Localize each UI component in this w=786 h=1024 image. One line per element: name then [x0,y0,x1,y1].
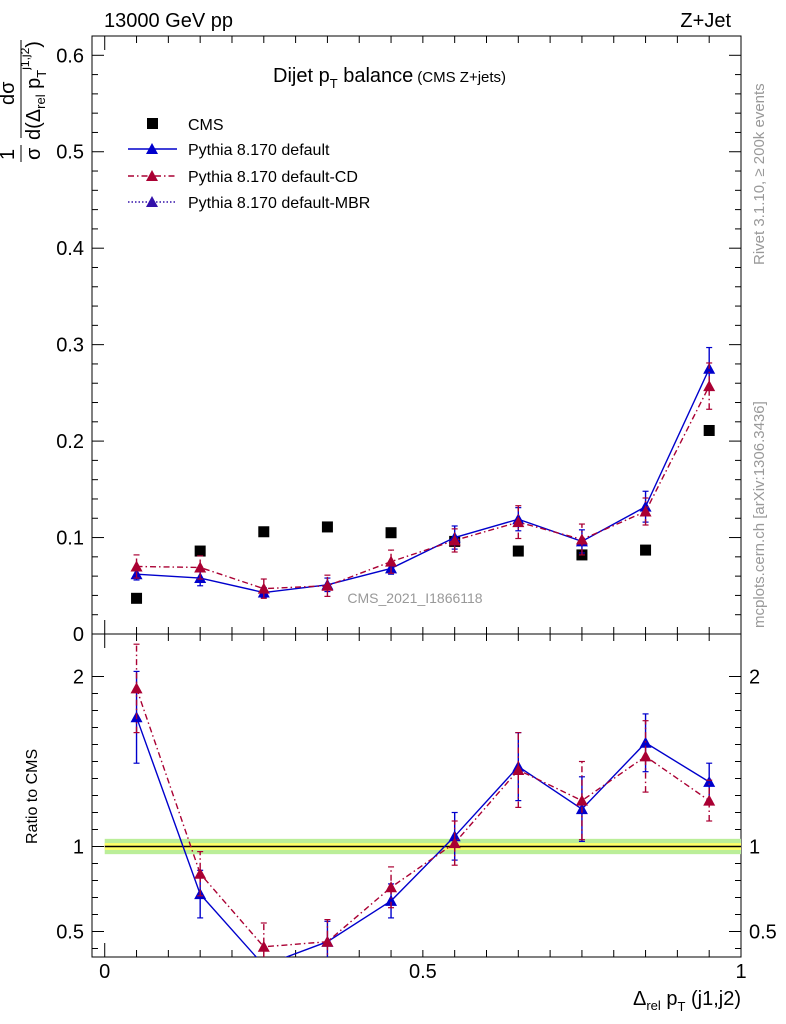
ylabel-dsigma: dσ [0,81,19,105]
data-point-2 [194,561,207,573]
ratio-point-1 [257,940,270,952]
x-axis: 0 0.5 1 [99,634,747,983]
data-point-2 [385,555,398,567]
data-point-cms [194,545,206,557]
plot-title-extra: (CMS Z+jets) [417,69,506,86]
rivet-version-label: Rivet 3.1.10, ≥ 200k events [751,83,768,265]
plot-title-sub: T [330,76,338,91]
ratio-panel-frame [91,633,742,958]
legend-label-cd: Pythia 8.170 default-CD [188,169,358,186]
ratio-point-0 [385,894,398,906]
data-point-cms [131,592,143,604]
analysis-watermark: CMS_2021_I1866118 [347,590,482,606]
legend-marker-cms [147,118,158,129]
main-y-tick-label: 0 [73,624,84,646]
main-y-axis-label: 1 σ dσ d(Δrel pTj1,j2) [0,40,49,162]
ratio-point-1 [703,794,716,806]
ratio-y-axis: 0.5 0.5 1 1 2 2 [56,667,777,949]
main-series-layer [130,346,716,604]
x-tick-label: 1 [735,961,746,983]
x-tick-label: 0 [99,961,110,983]
ratio-point-1 [385,881,398,893]
data-point-cms [703,424,715,436]
ratio-y-axis-label: Ratio to CMS [24,749,41,844]
ratio-series-clip [130,643,716,971]
header-left: 13000 GeV pp [104,10,233,32]
ratio-point-1 [130,682,143,694]
ratio-y-tick-label: 1 [73,837,84,859]
ratio-y-tick-label-right: 2 [749,667,760,689]
ratio-point-1 [512,764,525,775]
legend-label-default: Pythia 8.170 default [188,142,330,159]
data-point-cms [258,526,270,538]
ylabel-one: 1 [0,149,19,160]
data-point-2 [512,516,525,528]
main-y-tick-label: 0.6 [56,45,84,67]
header-right: Z+Jet [680,10,731,32]
main-y-tick-label: 0.4 [56,238,84,260]
legend-marker-mbr [146,196,158,207]
mcplots-label: mcplots.cern.ch [arXiv:1306.3436] [751,401,768,628]
ratio-point-1 [194,867,207,879]
ratio-y-tick-label: 0.5 [56,922,84,944]
data-point-2 [321,579,334,591]
main-panel: 0 0.1 0.2 0.3 0.4 0.5 0.6 Dijet pT balance (CMS… [0,35,742,646]
data-point-2 [257,582,270,594]
x-axis-label: Δrel pT (j1,j2) [633,988,741,1014]
ratio-point-1 [321,935,334,947]
ratio-series-line-1 [135,688,710,948]
legend-marker-default [146,143,158,154]
data-point-2 [448,534,461,546]
data-point-cms [385,527,397,539]
data-point-cms [512,545,524,557]
ratio-series-line-0 [135,717,710,957]
legend-label-mbr: Pythia 8.170 default-MBR [188,195,370,212]
data-point-2 [575,533,588,545]
main-y-tick-label: 0.1 [56,528,84,550]
ratio-point-0 [258,960,270,971]
legend-marker-cd [146,170,158,181]
ylabel-denominator: d(Δrel pTj1,j2) [18,41,49,140]
legend-label-cms: CMS [188,117,224,134]
data-point-2 [639,505,652,517]
ratio-point-1 [639,750,652,762]
main-series-line-1 [136,368,710,594]
legend: CMS Pythia 8.170 default Pythia 8.170 de… [128,117,370,212]
plot-title: Dijet pT balance (CMS Z+jets) [273,65,506,91]
ratio-y-tick-label-right: 0.5 [749,922,777,944]
main-y-axis: 0 0.1 0.2 0.3 0.4 0.5 0.6 [56,36,742,646]
plot-title-main: Dijet p [273,65,330,87]
ratio-point-1 [448,837,461,849]
main-series-line-2 [136,385,710,590]
data-point-2 [703,380,716,392]
main-y-tick-label: 0.5 [56,142,84,164]
plot-title-tail: balance [338,65,414,87]
data-point-cms [640,544,652,556]
ratio-point-1 [575,794,588,806]
main-y-tick-label: 0.3 [56,335,84,357]
x-tick-label: 0.5 [409,961,437,983]
ratio-y-tick-label-right: 1 [749,837,760,859]
data-point-2 [130,560,143,572]
ratio-y-tick-label: 2 [73,667,84,689]
ratio-panel: 0.5 0.51 12 2 0 0.5 1 Ratio to CMS Δrel pT (j… [24,633,777,1014]
ratio-point-0 [703,775,716,787]
ratio-uncertainty-band [104,838,742,855]
main-y-tick-label: 0.2 [56,431,84,453]
data-point-cms [321,521,333,533]
ylabel-sigma: σ [23,147,45,160]
ratio-series-layer [130,643,716,971]
